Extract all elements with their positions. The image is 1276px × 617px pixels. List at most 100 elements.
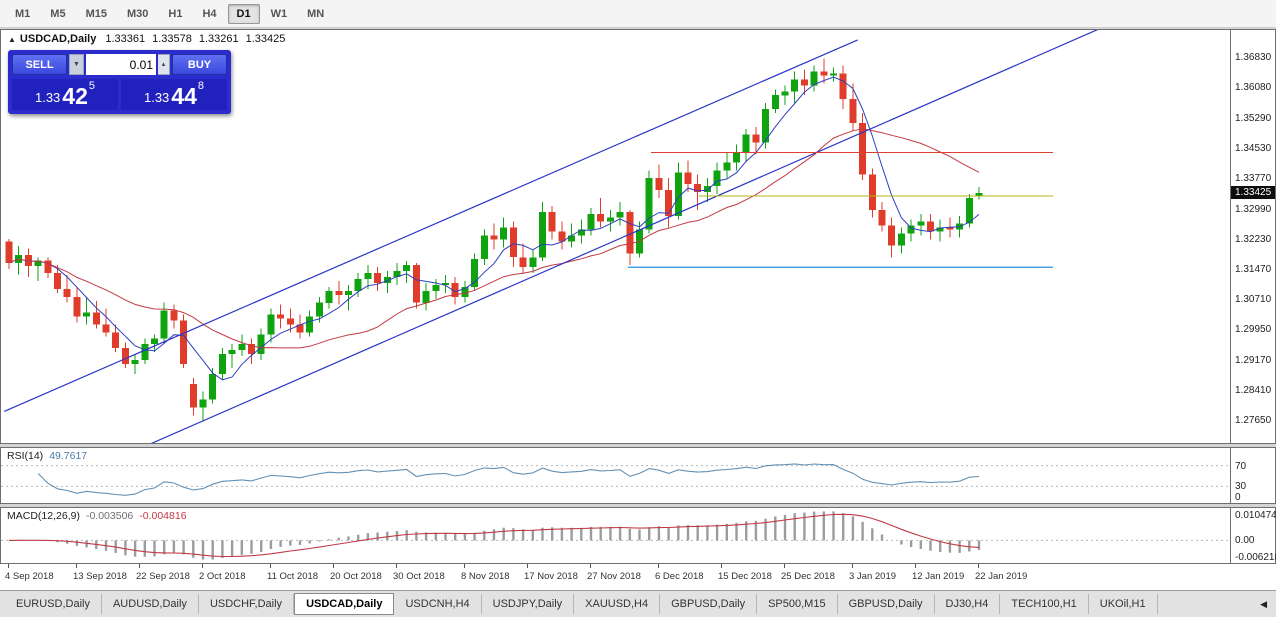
timeframe-button-m15[interactable]: M15 (85, 7, 107, 20)
date-axis[interactable]: 4 Sep 2018 13 Sep 2018 22 Sep 2018 2 Oct 20… (0, 564, 1276, 590)
date-label: 22 Jan 2019 (975, 571, 1028, 582)
date-tick (270, 564, 271, 568)
macd-label: MACD(12,26,9) -0.003506 -0.004816 (7, 510, 193, 522)
price-scale-label: 1.27650 (1235, 415, 1272, 426)
rsi-scale-label: 0 (1235, 492, 1241, 503)
ohlc-close: 1.33425 (245, 33, 286, 45)
rsi-panel: 70 30 0 RSI(14) 49.7617 (0, 447, 1276, 504)
tab-scroll-left-icon[interactable]: ◀ (1260, 598, 1267, 609)
date-tick (915, 564, 916, 568)
tab-item-gbpusd-daily[interactable]: GBPUSD,Daily (660, 594, 758, 614)
price-scale[interactable]: 1.36830 1.36080 1.35290 1.34530 1.33770 1.329… (1231, 30, 1275, 443)
date-label: 11 Oct 2018 (267, 571, 319, 582)
tab-item-tech100-h1[interactable]: TECH100,H1 (1000, 594, 1089, 614)
lot-spinner-up-icon[interactable]: ▲ (158, 54, 170, 75)
macd-main-value: -0.003506 (85, 510, 134, 522)
tab-item-usdcad-daily[interactable]: USDCAD,Daily (294, 593, 395, 615)
macd-scale-separator (1230, 508, 1231, 563)
price-scale-label: 1.35290 (1235, 113, 1272, 124)
price-scale-label: 1.36080 (1235, 82, 1272, 93)
date-tick (464, 564, 465, 568)
date-label: 15 Dec 2018 (718, 571, 772, 582)
buy-price-prefix: 1.33 (143, 90, 170, 105)
current-price-badge: 1.33425 (1231, 186, 1275, 199)
timeframe-button-m1[interactable]: M1 (15, 7, 31, 20)
tab-item-dj30-h4[interactable]: DJ30,H4 (935, 594, 1001, 614)
macd-scale-label: 0.010474 (1235, 510, 1276, 521)
date-label: 27 Nov 2018 (587, 571, 641, 582)
sell-price[interactable]: 1.33 42 5 (12, 79, 118, 110)
date-label: 4 Sep 2018 (5, 571, 54, 582)
timeframe-button-m5[interactable]: M5 (50, 7, 66, 20)
date-tick (76, 564, 77, 568)
rsi-label: RSI(14) 49.7617 (7, 450, 93, 462)
price-scale-label: 1.32230 (1235, 234, 1272, 245)
chart-canvas[interactable] (1, 30, 1230, 443)
rsi-title: RSI(14) (7, 450, 44, 462)
tab-item-xauusd-h4[interactable]: XAUUSD,H4 (574, 594, 661, 614)
buy-button[interactable]: BUY (172, 54, 227, 75)
tab-item-ukoil-h1[interactable]: UKOil,H1 (1089, 594, 1158, 614)
macd-signal-value: -0.004816 (139, 510, 187, 522)
tab-item-usdjpy-daily[interactable]: USDJPY,Daily (482, 594, 575, 614)
ohlc-open: 1.33361 (105, 33, 146, 45)
timeframe-button-mn[interactable]: MN (307, 7, 325, 20)
macd-canvas[interactable] (1, 508, 1230, 563)
price-scale-label: 1.31470 (1235, 264, 1272, 275)
panel-separator[interactable] (0, 504, 1276, 507)
one-click-toggle-icon[interactable]: ▲ (8, 35, 16, 44)
date-tick (784, 564, 785, 568)
price-scale-label: 1.32990 (1235, 204, 1272, 215)
macd-scale[interactable]: 0.010474 0.00 -0.006218 (1231, 508, 1276, 563)
date-tick (658, 564, 659, 568)
macd-scale-label: 0.00 (1235, 535, 1255, 546)
panel-separator[interactable] (0, 444, 1276, 447)
trade-panel: SELL ▼ 0.01 ▲ BUY 1.33 42 5 1.33 44 8 (8, 50, 231, 114)
lot-size-input[interactable]: 0.01 (86, 54, 156, 75)
chart-header: ▲ USDCAD,Daily 1.33361 1.33578 1.33261 1.3342… (8, 33, 292, 45)
tab-item-audusd-daily[interactable]: AUDUSD,Daily (102, 594, 199, 614)
date-label: 25 Dec 2018 (781, 571, 835, 582)
date-tick (590, 564, 591, 568)
date-label: 30 Oct 2018 (393, 571, 445, 582)
sell-price-sup: 5 (88, 80, 96, 92)
date-tick (527, 564, 528, 568)
sell-price-prefix: 1.33 (34, 90, 61, 105)
date-label: 2 Oct 2018 (199, 571, 246, 582)
price-scale-separator (1230, 30, 1231, 443)
timeframe-toolbar: M1 M5 M15 M30 H1 H4 D1 W1 MN (0, 0, 1276, 28)
timeframe-button-m30[interactable]: M30 (126, 7, 149, 20)
main-chart-panel: 1.36830 1.36080 1.35290 1.34530 1.33770 1.329… (0, 29, 1276, 444)
date-tick (721, 564, 722, 568)
timeframe-button-h4[interactable]: H4 (202, 7, 217, 20)
rsi-scale-label: 30 (1235, 481, 1247, 492)
buy-price[interactable]: 1.33 44 8 (121, 79, 227, 110)
sell-button[interactable]: SELL (12, 54, 67, 75)
date-tick (202, 564, 203, 568)
rsi-scale-label: 70 (1235, 461, 1247, 472)
tab-item-eurusd-daily[interactable]: EURUSD,Daily (5, 594, 102, 614)
date-label: 17 Nov 2018 (524, 571, 578, 582)
tab-item-usdchf-daily[interactable]: USDCHF,Daily (199, 594, 295, 614)
buy-price-sup: 8 (197, 80, 205, 92)
date-tick (978, 564, 979, 568)
price-scale-label: 1.36830 (1235, 52, 1272, 63)
tab-item-usdcnh-h4[interactable]: USDCNH,H4 (394, 594, 482, 614)
timeframe-button-d1[interactable]: D1 (227, 3, 260, 24)
macd-title: MACD(12,26,9) (7, 510, 80, 522)
date-tick (396, 564, 397, 568)
rsi-scale[interactable]: 70 30 0 (1231, 448, 1275, 503)
tab-item-gbpusd-daily[interactable]: GBPUSD,Daily (838, 594, 935, 614)
ohlc-high: 1.33578 (152, 33, 192, 45)
date-tick (333, 564, 334, 568)
lot-dropdown-icon[interactable]: ▼ (69, 54, 84, 75)
rsi-canvas[interactable] (1, 448, 1230, 503)
date-tick (8, 564, 9, 568)
rsi-scale-separator (1230, 448, 1231, 503)
tab-item-sp500-m15[interactable]: SP500,M15 (757, 594, 838, 614)
price-scale-label: 1.29170 (1235, 355, 1272, 366)
timeframe-button-h1[interactable]: H1 (168, 7, 183, 20)
price-scale-label: 1.28410 (1235, 385, 1272, 396)
timeframe-button-w1[interactable]: W1 (270, 7, 288, 20)
